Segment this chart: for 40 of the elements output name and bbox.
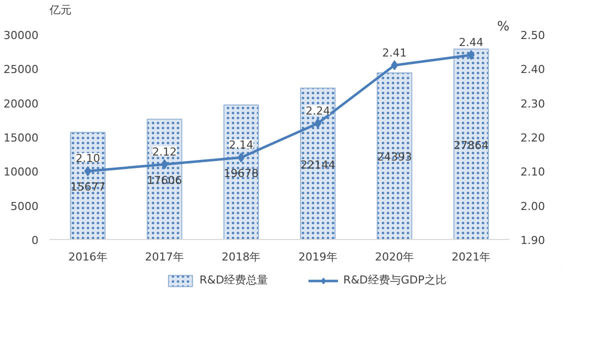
data-label: 2.10 <box>76 152 100 166</box>
data-label: 2.44 <box>458 36 484 49</box>
data-label: 2.24 <box>306 104 330 118</box>
y2-tick-label: 2.20 <box>520 132 545 144</box>
y2-tick-label: 2.30 <box>520 97 545 110</box>
data-label: 2.14 <box>228 138 254 152</box>
y-tick-label: 0 <box>32 234 38 247</box>
data-label: 17606 <box>147 174 182 187</box>
x-tick-label: 2021年 <box>452 250 491 264</box>
y-tick-label: 10000 <box>4 166 39 179</box>
data-label: 2.12 <box>152 145 177 158</box>
y2-tick-label: 2.40 <box>520 63 545 76</box>
y-tick-label: 25000 <box>4 63 39 76</box>
data-label: 27864 <box>454 138 489 152</box>
legend-label: R&D经费与GDP之比 <box>343 272 447 288</box>
legend-label: R&D经费总量 <box>199 272 268 288</box>
x-tick-label: 2018年 <box>222 250 261 264</box>
y-tick-label: 20000 <box>4 97 39 110</box>
y-tick-label: 5000 <box>10 200 39 213</box>
x-tick-label: 2019年 <box>298 250 338 264</box>
x-tick-label: 2017年 <box>145 250 184 264</box>
data-label: 22144 <box>300 158 336 172</box>
x-tick-label: 2020年 <box>375 250 414 264</box>
point <box>468 50 475 60</box>
x-tick-label: 2016年 <box>68 250 108 264</box>
data-label: 2.41 <box>382 46 407 60</box>
point <box>84 166 92 176</box>
y2-axis-title: % <box>497 20 510 34</box>
point <box>238 152 245 162</box>
data-label: 24393 <box>377 150 412 164</box>
y2-tick-label: 2.00 <box>520 200 545 213</box>
y-tick-label: 15000 <box>4 132 39 144</box>
y2-tick-label: 2.10 <box>520 166 545 179</box>
y2-tick-label: 1.90 <box>520 234 545 247</box>
y2-tick-label: 2.50 <box>520 29 545 42</box>
point <box>314 118 322 128</box>
data-label: 15677 <box>70 180 106 194</box>
data-label: 19678 <box>224 166 259 180</box>
y-tick-label: 30000 <box>4 29 39 42</box>
y-axis-title: 亿元 <box>48 4 72 16</box>
